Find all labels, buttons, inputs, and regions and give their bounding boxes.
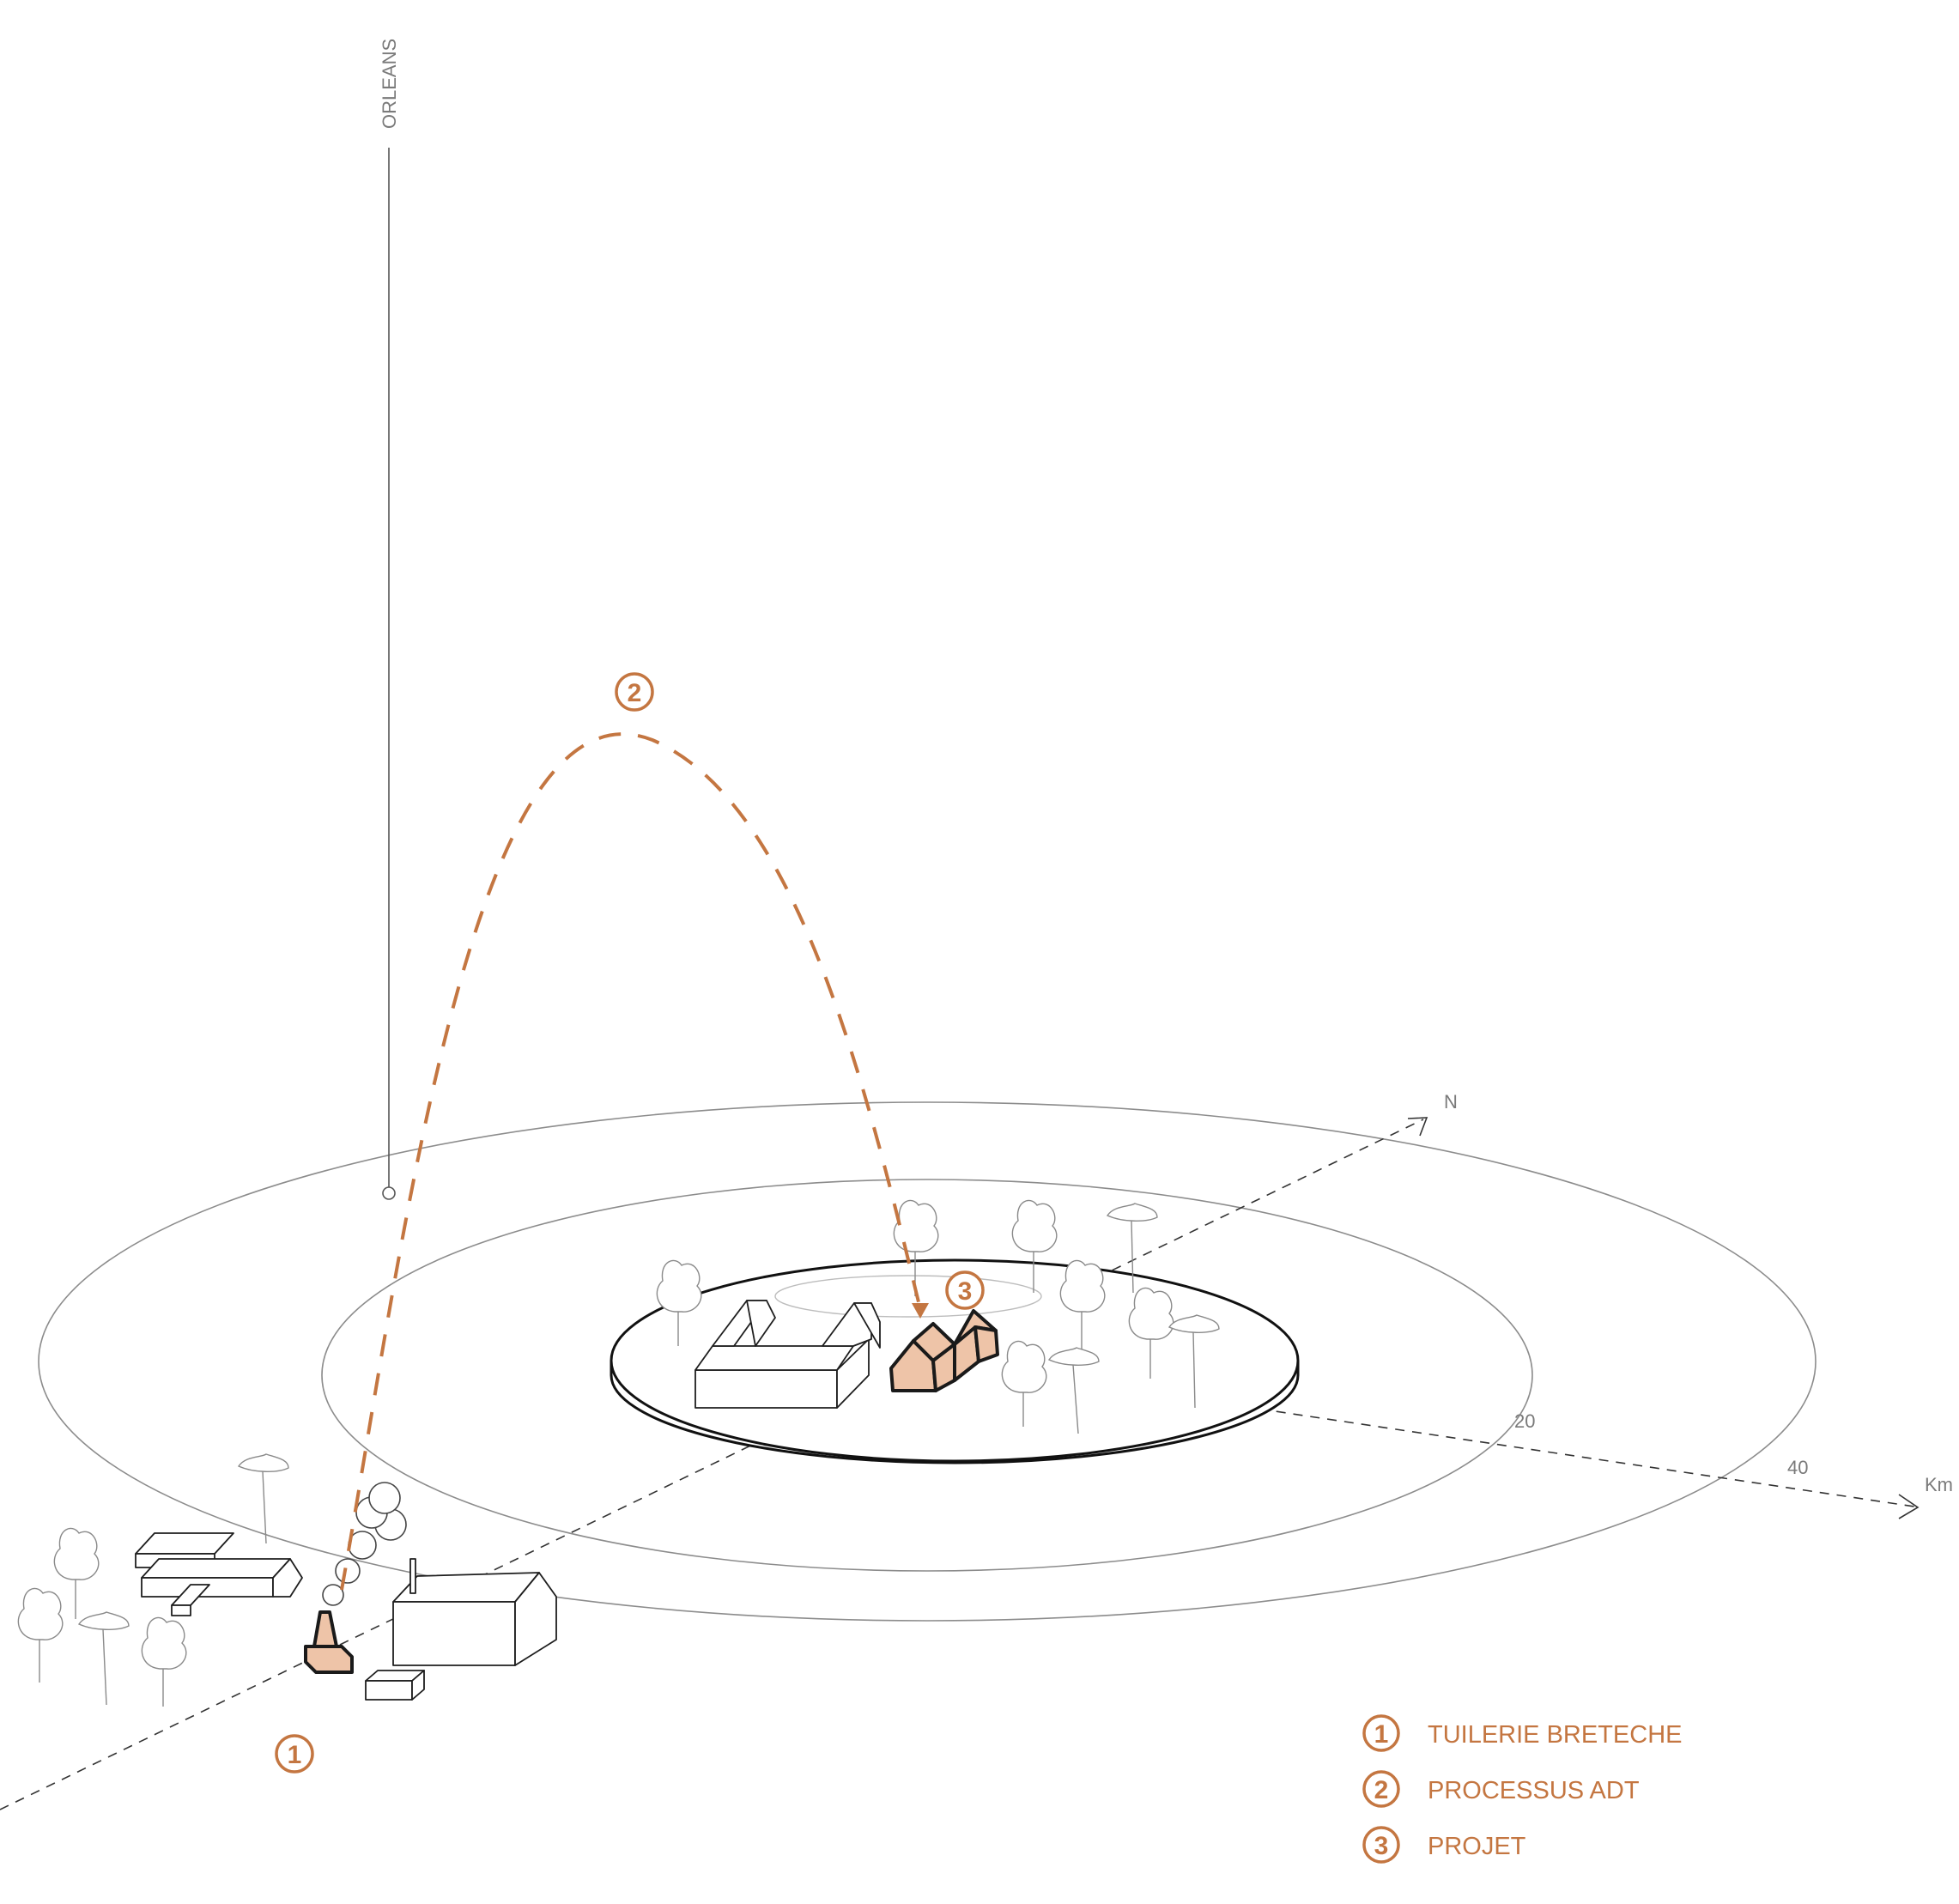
pine-tree — [1047, 1347, 1100, 1434]
km-arrowhead-icon — [1898, 1494, 1920, 1519]
chimney-smoke — [322, 1482, 407, 1606]
orleans-point — [382, 1186, 396, 1200]
north-label: N — [1444, 1091, 1458, 1113]
ring-label-20: 20 — [1514, 1410, 1535, 1432]
legend-label-2: PROCESSUS ADT — [1428, 1777, 1640, 1804]
tree — [141, 1616, 187, 1707]
process-arrowhead-icon — [912, 1303, 929, 1319]
site-path — [774, 1275, 1042, 1318]
inner-ring-20km — [321, 1179, 1533, 1572]
tree-cluster-tuilerie — [17, 1453, 289, 1707]
tree — [893, 1199, 939, 1296]
km-axis — [1021, 1373, 1915, 1507]
north-arrowhead-icon — [1407, 1117, 1428, 1137]
legend-item-3: 3 PROJET — [1362, 1826, 1526, 1864]
svg-text:1: 1 — [288, 1741, 302, 1769]
pine-tree — [1106, 1203, 1158, 1294]
tree — [1059, 1259, 1106, 1361]
marker-2: 2 — [615, 672, 654, 712]
ring-label-40: 40 — [1787, 1457, 1808, 1478]
tree — [656, 1259, 702, 1346]
city-label: ORLEANS — [379, 39, 400, 129]
legend-item-1: 1 TUILERIE BRETECHE — [1362, 1714, 1683, 1752]
tuilerie-kiln — [304, 1610, 354, 1674]
marker-1: 1 — [275, 1734, 314, 1774]
tree-cluster-site — [656, 1199, 1220, 1434]
existing-farm-building — [694, 1300, 881, 1409]
marker-3: 3 — [945, 1270, 985, 1310]
pine-tree — [1168, 1314, 1220, 1409]
svg-text:3: 3 — [1374, 1832, 1389, 1860]
tree — [1001, 1340, 1047, 1427]
legend-label-1: TUILERIE BRETECHE — [1428, 1721, 1683, 1749]
project-building — [889, 1309, 999, 1392]
north-axis — [0, 1119, 1424, 1810]
svg-text:2: 2 — [628, 679, 642, 707]
outer-ring-40km — [38, 1101, 1816, 1622]
svg-text:3: 3 — [958, 1277, 973, 1306]
legend: 1 TUILERIE BRETECHE 2 PROCESSUS ADT 3 PR… — [1362, 1714, 1683, 1864]
legend-item-2: 2 PROCESSUS ADT — [1362, 1770, 1640, 1808]
pine-tree — [77, 1611, 130, 1706]
tuilerie-buildings — [135, 1532, 557, 1701]
process-arc — [340, 732, 922, 1591]
pine-tree — [237, 1453, 289, 1544]
legend-label-3: PROJET — [1428, 1833, 1526, 1860]
unit-label: Km — [1925, 1474, 1953, 1495]
svg-text:2: 2 — [1374, 1776, 1389, 1804]
svg-text:1: 1 — [1374, 1720, 1389, 1749]
tree — [53, 1527, 100, 1619]
tree — [17, 1587, 64, 1683]
tree — [1011, 1199, 1058, 1293]
